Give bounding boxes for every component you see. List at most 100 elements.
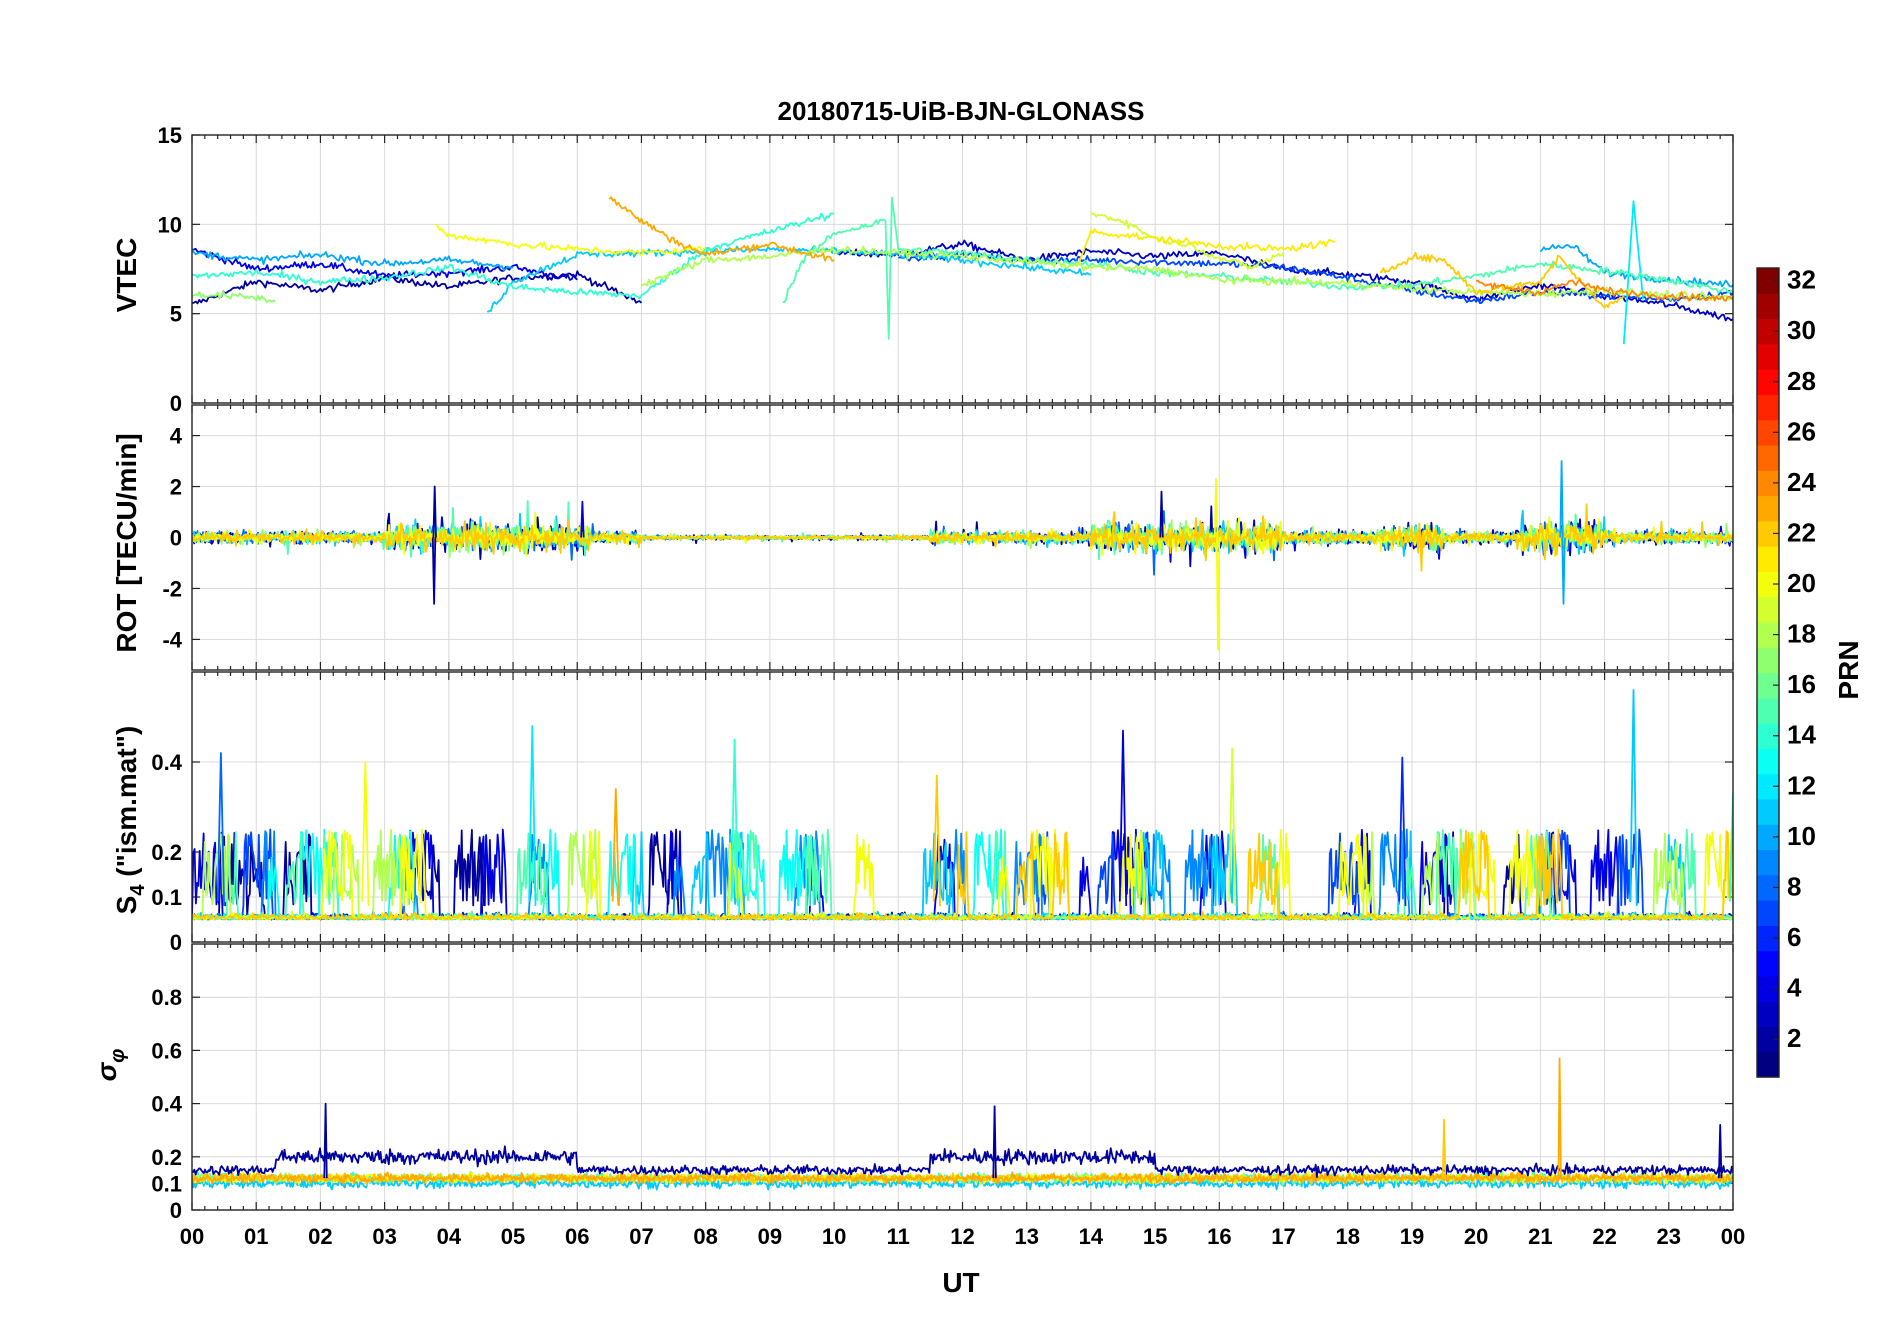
s4-peak (730, 738, 739, 907)
vtec-series-prn-14 (192, 212, 835, 300)
colorbar-segment (1757, 798, 1779, 825)
sigma-ytick-label: 0.6 (151, 1038, 182, 1063)
s4-traces (192, 689, 1733, 921)
colorbar-tick-label: 8 (1787, 871, 1801, 901)
s4-peak (476, 842, 485, 907)
colorbar-tick-label: 6 (1787, 922, 1801, 952)
colorbar-segment (1757, 571, 1779, 598)
sigma-spike (1441, 1118, 1447, 1179)
s4-ytick-label: 0.1 (151, 885, 182, 910)
x-tick-label: 11 (887, 1224, 910, 1249)
vtec-axes-box (191, 134, 1734, 404)
chart-title: 20180715-UiB-BJN-GLONASS (777, 96, 1144, 126)
colorbar-segment (1757, 621, 1779, 648)
x-tick-label: 13 (1014, 1224, 1038, 1249)
s4-peak (1728, 792, 1733, 902)
x-tick-label: 00 (180, 1224, 204, 1249)
colorbar-segment (1757, 748, 1779, 775)
rot-ytick-label: 2 (170, 475, 182, 500)
x-tick-label: 08 (693, 1224, 717, 1249)
rot-ytick-label: 4 (170, 424, 183, 449)
vtec-traces (192, 196, 1733, 345)
colorbar-segment (1757, 723, 1779, 749)
colorbar-segment (1757, 975, 1779, 1002)
sigma-traces (192, 1057, 1733, 1191)
colorbar-segment (1757, 394, 1779, 421)
colorbar-segment (1757, 874, 1779, 901)
sigma-y-label: σφ (91, 1049, 129, 1082)
rot-spike (432, 485, 437, 538)
colorbar-segment (1757, 318, 1779, 345)
x-tick-label: 05 (501, 1224, 525, 1249)
sigma-spike (323, 1102, 328, 1179)
colorbar-tick-label: 16 (1787, 669, 1816, 699)
sigma-y-label-sub: φ (107, 1049, 129, 1063)
vtec-series-prn-21 (1077, 228, 1336, 266)
s4-series-prn-20 (192, 828, 1733, 921)
rot-series-prn-22 (192, 503, 1733, 572)
s4-y-label-rest: ("ism.mat") (111, 726, 142, 885)
vtec-series-prn-2 (192, 270, 643, 305)
sigma-y-label-main: σ (91, 1061, 122, 1081)
s4-peak (1629, 689, 1638, 907)
colorbar-tick-label: 20 (1787, 568, 1816, 598)
vtec-series-prn-15 (782, 196, 1733, 340)
sigma-spike (1718, 1124, 1723, 1179)
colorbar-segment (1757, 672, 1779, 699)
colorbar-segment (1757, 849, 1779, 876)
panel-s4: 0 0.1 0.2 0.4 (151, 671, 1734, 955)
rot-y-label: ROT [TECU/min] (111, 433, 142, 652)
rot-spike (1213, 477, 1219, 538)
colorbar-segment (1757, 824, 1779, 851)
colorbar-segment (1757, 773, 1779, 800)
vtec-series-prn-19 (1090, 212, 1285, 270)
x-tick-label: 18 (1336, 1224, 1360, 1249)
colorbar-box (1756, 267, 1780, 1078)
x-tick-label: 19 (1400, 1224, 1424, 1249)
colorbar-segment (1757, 520, 1779, 547)
sigma-ytick-label: 0.2 (151, 1145, 182, 1170)
s4-peak (528, 725, 537, 907)
s4-y-label-main: S (111, 896, 142, 915)
colorbar-segment (1757, 647, 1779, 674)
colorbar-segment (1757, 546, 1779, 572)
s4-peak (361, 761, 370, 907)
x-axis-label: UT (942, 1267, 979, 1298)
vtec-y-label: VTEC (111, 238, 142, 313)
s4-peak (216, 752, 225, 907)
colorbar-tick-label: 26 (1787, 416, 1816, 446)
s4-axes-box (191, 671, 1734, 943)
x-tick-label: 10 (822, 1224, 846, 1249)
sigma-ytick-label: 0 (170, 1198, 182, 1223)
sigma-ytick-label: 0.1 (151, 1171, 182, 1196)
rot-ytick-label: -4 (162, 627, 182, 652)
panel-rot: -4 -2 0 2 4 (162, 404, 1734, 671)
sigma-series-prn-2 (192, 1145, 1733, 1178)
x-tick-label: 17 (1271, 1224, 1295, 1249)
rot-spike (1559, 460, 1564, 538)
colorbar-segment (1757, 1051, 1779, 1078)
colorbar-segment (1757, 925, 1779, 952)
colorbar-tick-label: 12 (1787, 770, 1816, 800)
rot-spike (1215, 537, 1221, 651)
s4-ytick-label: 0 (170, 930, 182, 955)
colorbar-label: PRN (1833, 640, 1864, 699)
vtec-ytick-label: 10 (158, 212, 182, 237)
colorbar-tick-label: 22 (1787, 517, 1816, 547)
x-tick-label: 01 (244, 1224, 268, 1249)
vtec-ytick-label: 15 (158, 123, 182, 148)
colorbar-tick-label: 10 (1787, 821, 1816, 851)
s4-peak (611, 788, 620, 907)
x-tick-label: 03 (372, 1224, 396, 1249)
colorbar-segment (1757, 495, 1779, 522)
rot-spike (1561, 537, 1566, 605)
s4-series-prn-18 (192, 828, 1733, 921)
sigma-ytick-label: 0.4 (151, 1092, 182, 1117)
x-tick-label: 20 (1464, 1224, 1488, 1249)
colorbar-segment (1757, 1001, 1779, 1028)
colorbar-tick-label: 2 (1787, 1023, 1801, 1053)
s4-y-label-sub: 4 (127, 884, 149, 896)
